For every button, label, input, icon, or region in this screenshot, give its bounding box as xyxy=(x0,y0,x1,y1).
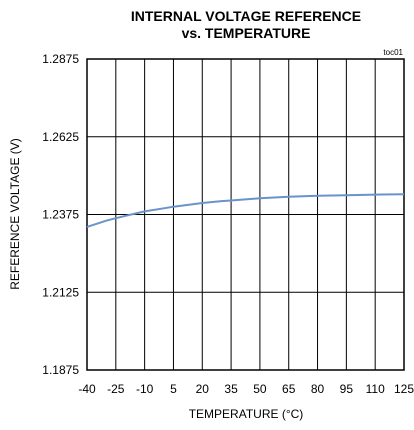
plot-frame xyxy=(86,58,405,371)
chart-tag: toc01 xyxy=(383,48,403,57)
grid xyxy=(87,59,404,370)
chart-title-line-2: vs. TEMPERATURE xyxy=(182,25,311,41)
x-tick-label: 35 xyxy=(224,382,238,396)
x-tick-label: -40 xyxy=(78,382,96,396)
reference-voltage-line xyxy=(86,193,405,228)
x-tick-label: 65 xyxy=(282,382,296,396)
y-tick-labels: 1.2875 1.2625 1.2375 1.2125 1.1875 xyxy=(42,52,79,377)
x-tick-label: 20 xyxy=(196,382,210,396)
series-layer xyxy=(86,193,405,228)
x-tick-label: 80 xyxy=(311,382,325,396)
x-tick-label: 125 xyxy=(394,382,414,396)
x-tick-label: 95 xyxy=(340,382,354,396)
y-tick-label: 1.2875 xyxy=(42,52,79,66)
y-tick-label: 1.2125 xyxy=(42,285,79,299)
y-tick-label: 1.2375 xyxy=(42,208,79,222)
chart-title-line-1: INTERNAL VOLTAGE REFERENCE xyxy=(131,8,361,24)
x-tick-label: 5 xyxy=(170,382,177,396)
y-tick-label: 1.1875 xyxy=(42,363,79,377)
x-axis-label: TEMPERATURE (°C) xyxy=(189,407,304,421)
x-tick-label: 110 xyxy=(366,382,385,396)
x-tick-labels: -40 -25 -10 5 20 35 50 65 80 95 110 125 xyxy=(78,382,414,396)
x-tick-label: -10 xyxy=(136,382,154,396)
y-axis-label: REFERENCE VOLTAGE (V) xyxy=(8,138,22,290)
y-tick-label: 1.2625 xyxy=(42,130,79,144)
x-tick-label: -25 xyxy=(107,382,125,396)
x-tick-label: 50 xyxy=(253,382,267,396)
